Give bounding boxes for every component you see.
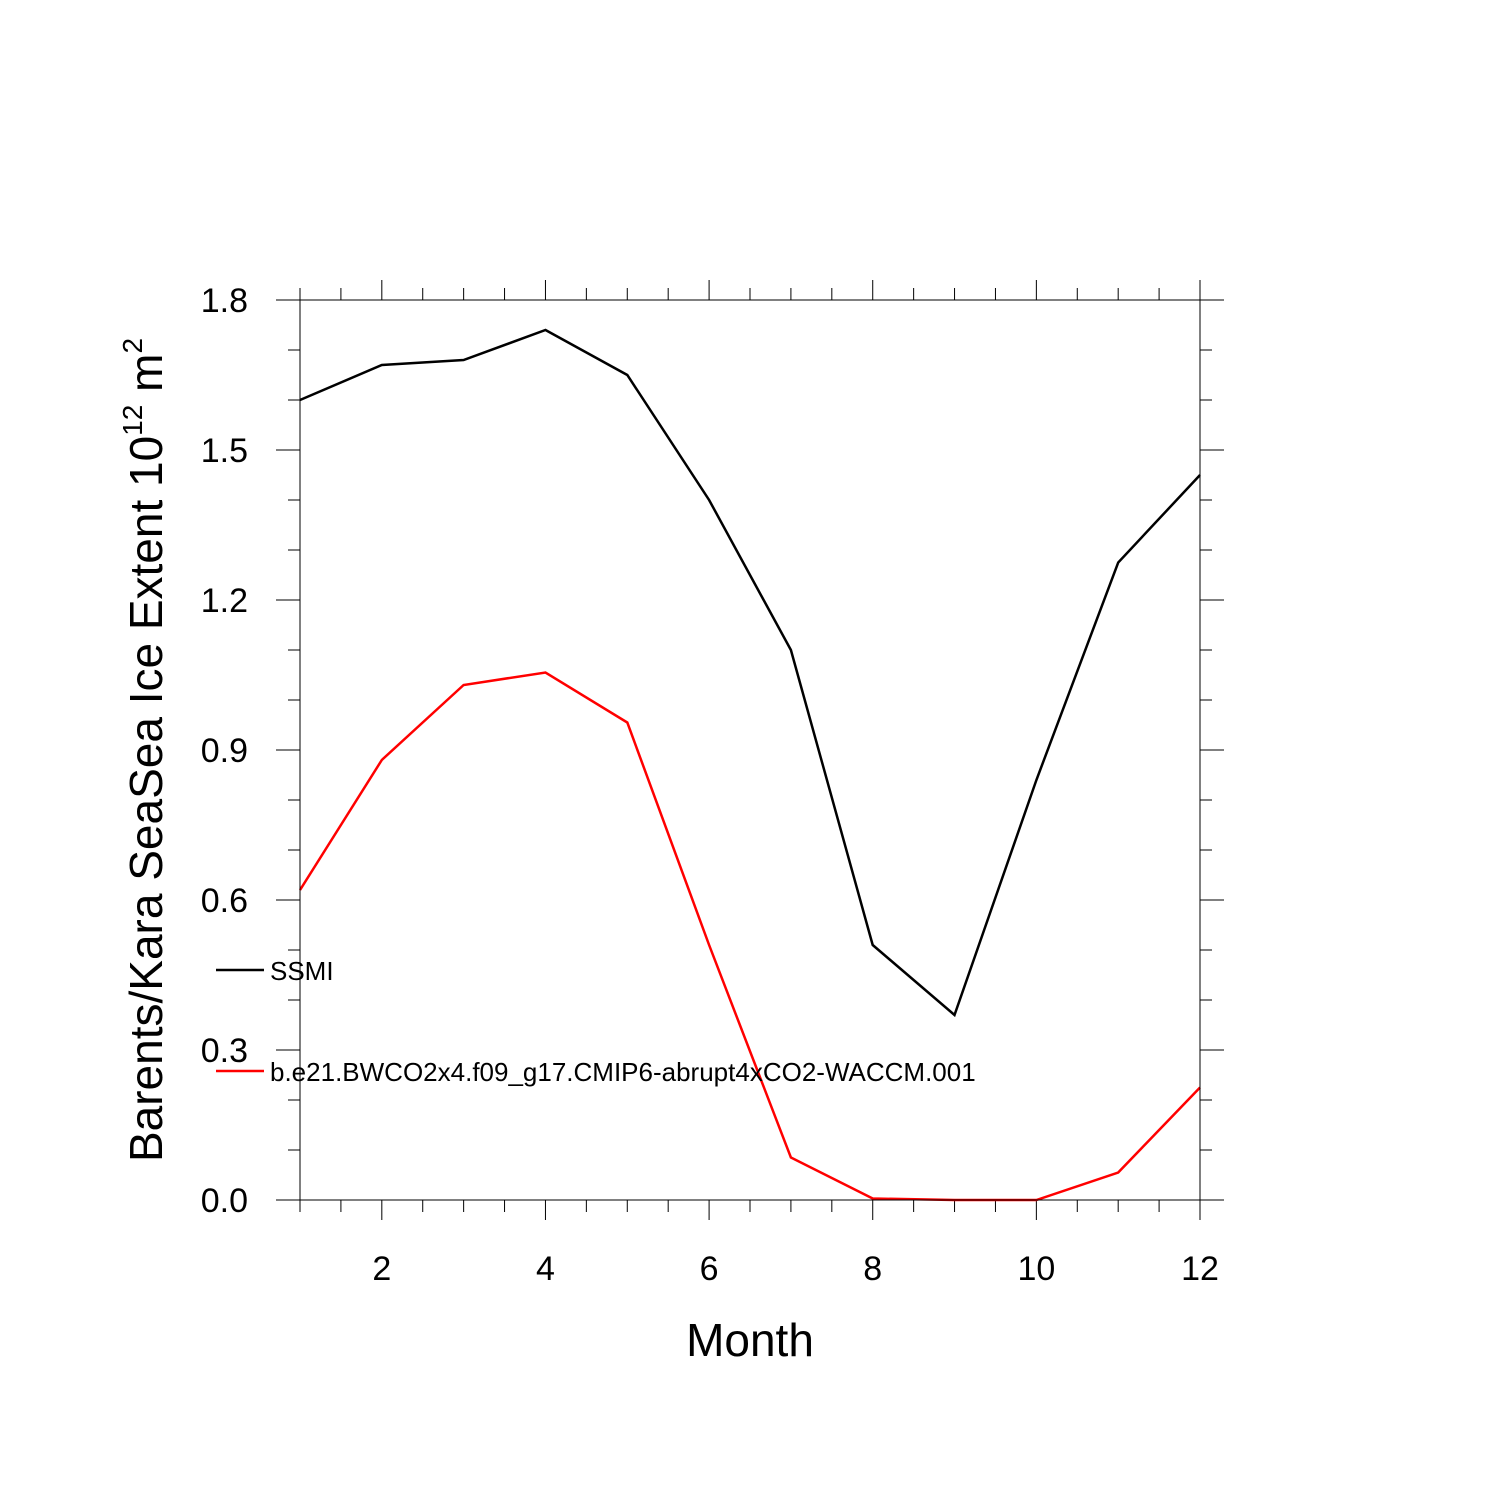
y-tick-labels: 0.0 0.3 0.6 0.9 1.2 1.5 1.8 xyxy=(201,282,248,1220)
y-tick-label: 0.3 xyxy=(201,1032,248,1070)
y-axis-label-main: Barents/Kara SeaSea Ice Extent 10 xyxy=(120,436,172,1162)
legend-label-model: b.e21.BWCO2x4.f09_g17.CMIP6-abrupt4xCO2-… xyxy=(270,1057,976,1087)
legend-label-ssmi: SSMI xyxy=(270,956,334,986)
x-tick-label: 10 xyxy=(1017,1250,1055,1288)
x-tick-label: 12 xyxy=(1181,1250,1219,1288)
x-tick-label: 8 xyxy=(863,1250,882,1288)
x-tick-labels: 2 4 6 8 10 12 xyxy=(372,1250,1219,1288)
y-tick-label: 0.9 xyxy=(201,732,248,770)
y-tick-label: 1.8 xyxy=(201,282,248,320)
series-line-model xyxy=(298,671,1201,1202)
series-line-ssmi xyxy=(299,328,1201,1018)
x-axis-label: Month xyxy=(686,1314,814,1366)
y-tick-label: 0.6 xyxy=(201,882,248,920)
y-tick-label: 1.5 xyxy=(201,432,248,470)
plot-frame xyxy=(299,299,1201,1201)
tick-marks xyxy=(276,280,1224,1220)
y-axis-label: Barents/Kara SeaSea Ice Extent 1012 m2 xyxy=(117,338,172,1162)
y-tick-label: 1.2 xyxy=(201,582,248,620)
legend: SSMI b.e21.BWCO2x4.f09_g17.CMIP6-abrupt4… xyxy=(216,956,976,1087)
x-tick-label: 4 xyxy=(536,1250,555,1288)
y-axis-label-unit: m xyxy=(120,354,172,405)
y-tick-label: 0.0 xyxy=(201,1182,248,1220)
y-axis-label-exponent: 12 xyxy=(117,405,148,436)
y-axis-label-unit-exponent: 2 xyxy=(117,338,148,354)
x-tick-label: 6 xyxy=(700,1250,719,1288)
x-tick-label: 2 xyxy=(372,1250,391,1288)
